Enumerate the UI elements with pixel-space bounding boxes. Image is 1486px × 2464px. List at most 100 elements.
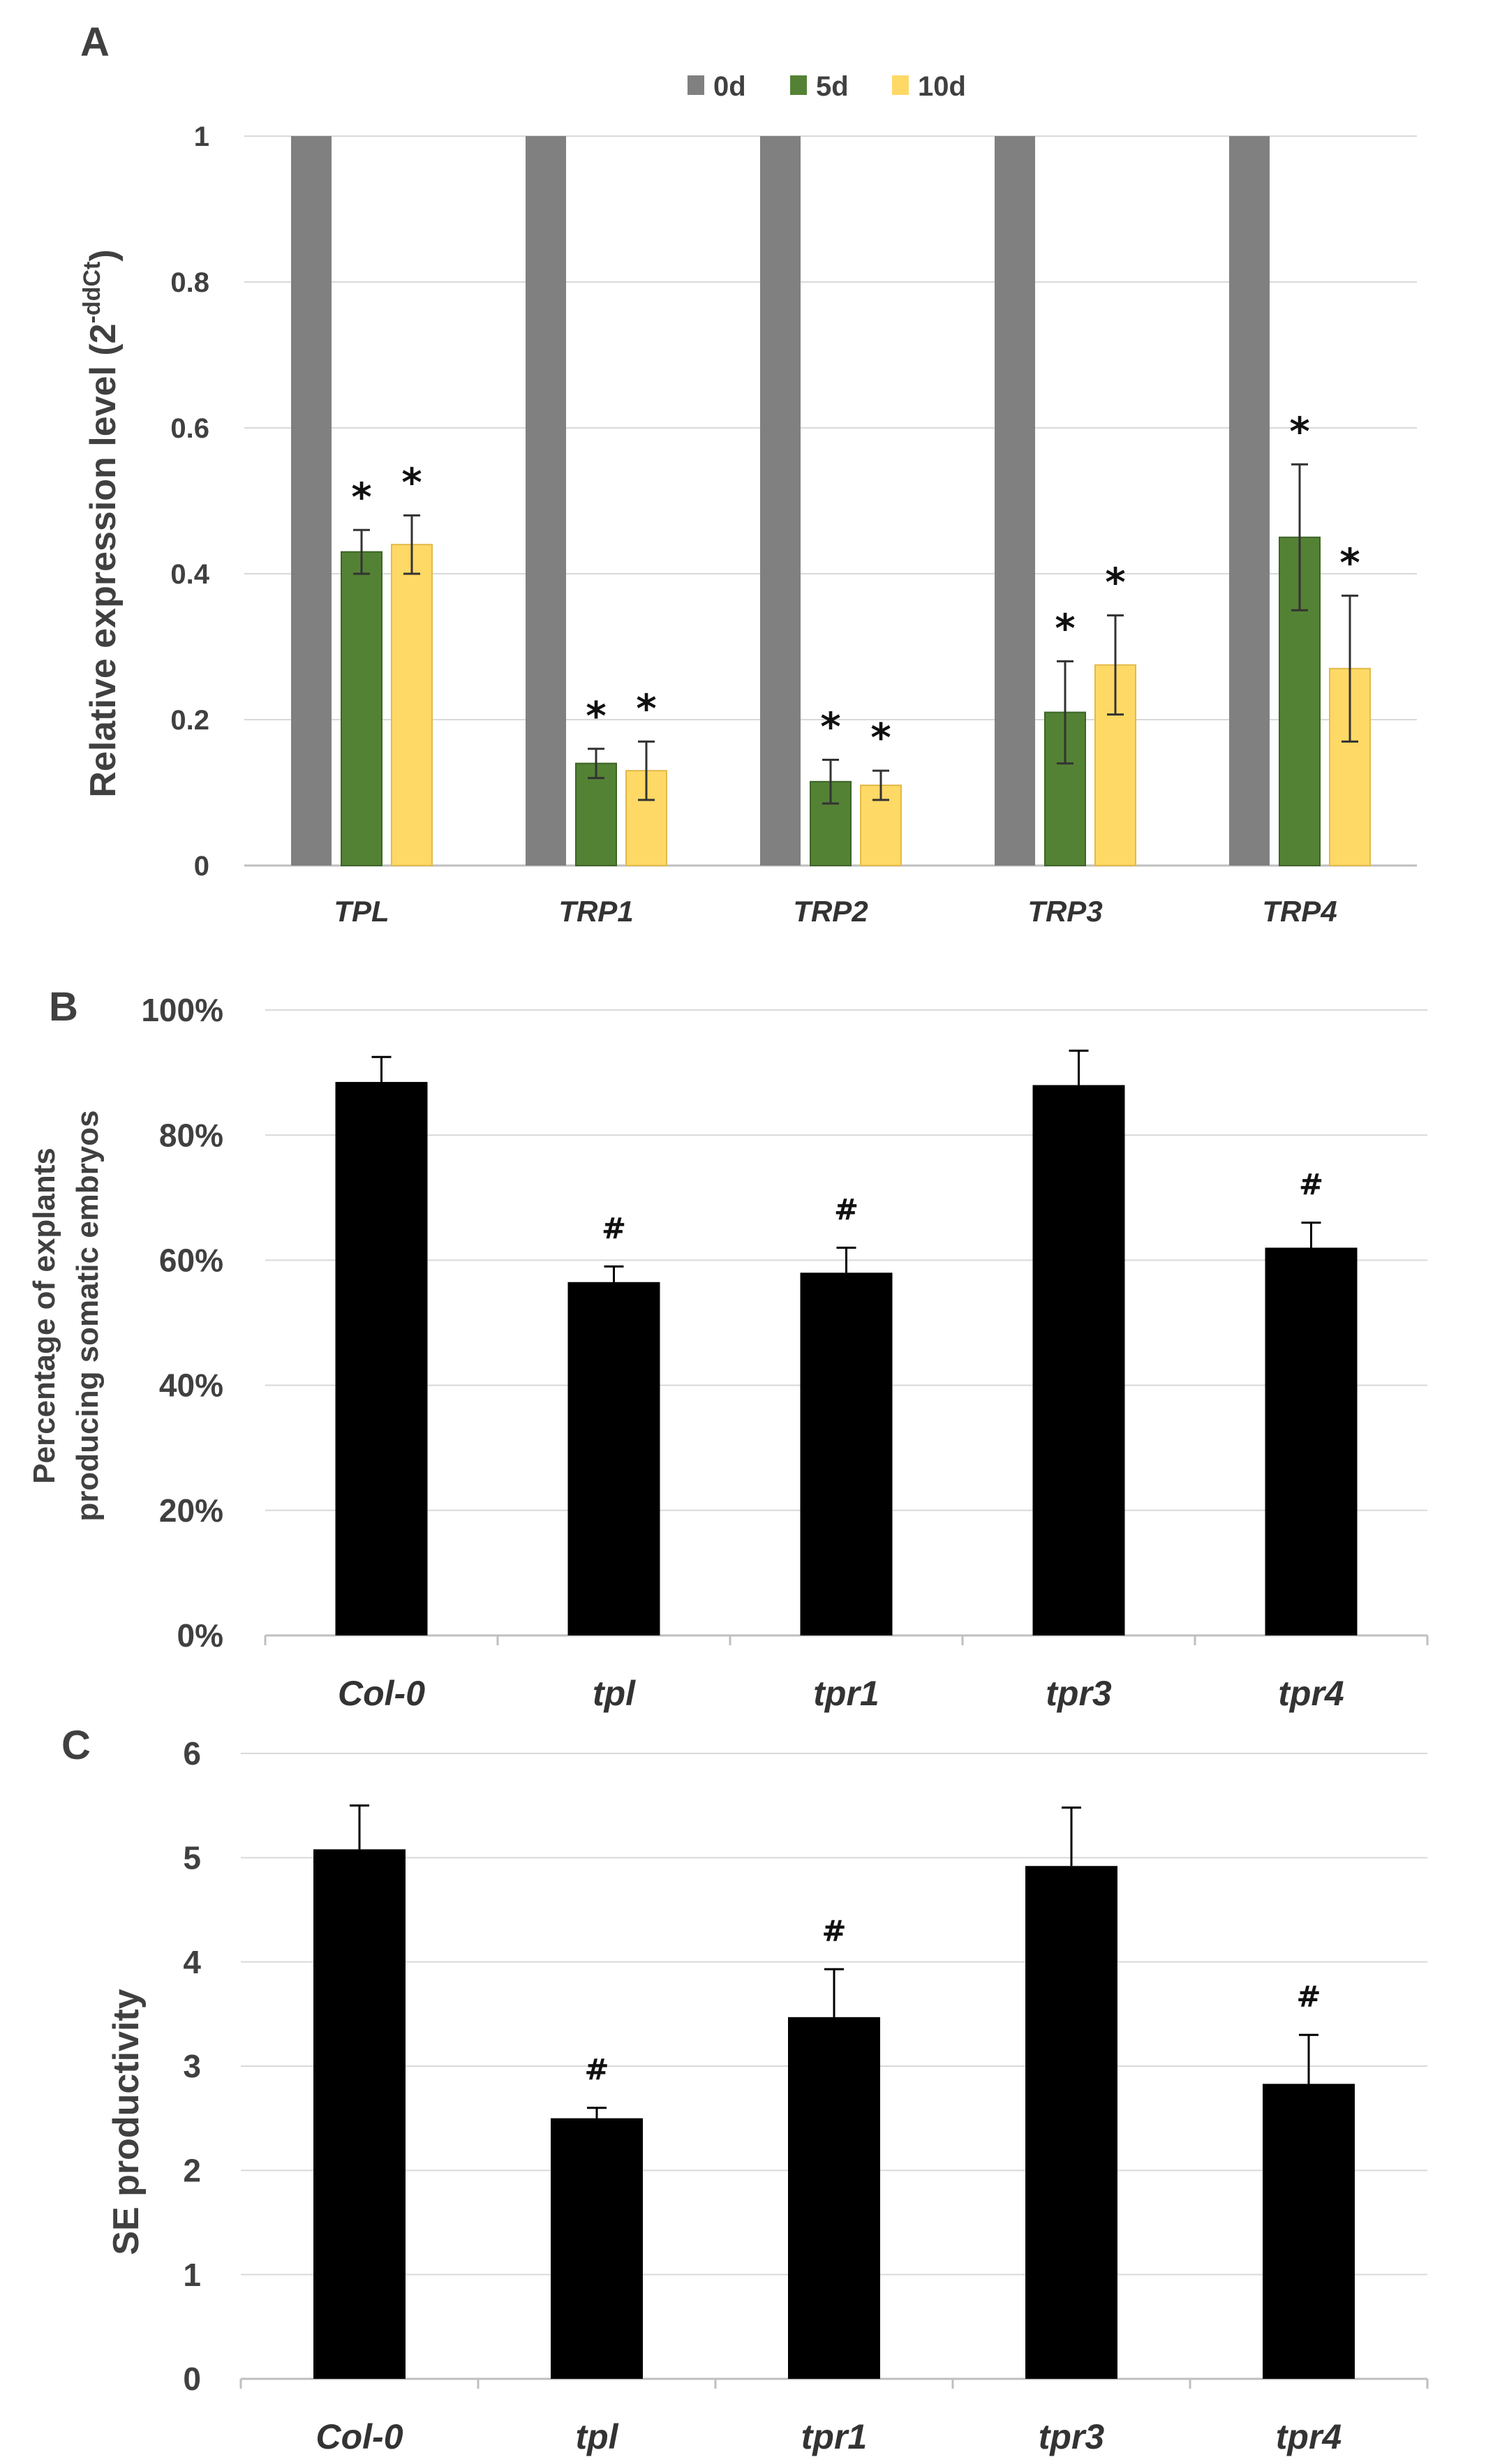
legend-swatch-10d bbox=[892, 75, 909, 95]
x-category-tpr4: tpr4 bbox=[1278, 1674, 1344, 1713]
x-category-tpl: TPL bbox=[334, 895, 389, 928]
bar-trp3-0d bbox=[995, 136, 1035, 866]
bar-trp1-0d bbox=[526, 136, 566, 866]
bar-trp4-0d bbox=[1229, 136, 1270, 866]
significance-mark-trp4-10d: * bbox=[1339, 540, 1360, 586]
y-tick-0-2: 0.2 bbox=[170, 705, 209, 736]
y-tick-3: 3 bbox=[183, 2048, 201, 2084]
bars-b bbox=[335, 1082, 1358, 1635]
bar-tpr3-explants bbox=[1032, 1085, 1125, 1635]
y-tick-1: 1 bbox=[183, 2257, 201, 2293]
significance-marks-b: # # # bbox=[602, 1168, 1323, 1246]
bar-tpl-explants bbox=[567, 1282, 660, 1635]
x-category-trp1: TRP1 bbox=[558, 895, 633, 928]
x-categories-b: Col-0 tpl tpr1 tpr3 tpr4 bbox=[338, 1674, 1344, 1713]
significance-mark-tpr4-explants: # bbox=[1299, 1168, 1323, 1202]
bars-c bbox=[313, 1849, 1355, 2379]
y-tick-40-: 40% bbox=[159, 1367, 223, 1404]
y-axis-label-c: SE productivity bbox=[106, 1989, 147, 2255]
x-category-tpl: tpl bbox=[593, 1674, 636, 1713]
y-tick-5: 5 bbox=[183, 1839, 201, 1876]
bar-tpl-10d bbox=[391, 544, 433, 866]
bars-a bbox=[291, 136, 1371, 867]
x-category-tpr1: tpr1 bbox=[813, 1674, 879, 1713]
y-tick-2: 2 bbox=[183, 2152, 201, 2188]
bar-trp1-5d bbox=[575, 762, 617, 866]
legend-label-0d: 0d bbox=[713, 71, 746, 102]
x-category-trp4: TRP4 bbox=[1262, 895, 1337, 928]
significance-mark-tpl-10d: * bbox=[401, 460, 422, 505]
significance-mark-trp1-10d: * bbox=[636, 686, 656, 732]
bar-tpr1-productivity bbox=[788, 2017, 880, 2379]
error-bars-a bbox=[353, 463, 1358, 805]
y-tick-20-: 20% bbox=[159, 1492, 223, 1529]
legend-swatch-5d bbox=[790, 75, 807, 95]
bar-tpl-5d bbox=[341, 551, 382, 867]
y-axis-label-b-line2: producing somatic embryos bbox=[70, 1110, 105, 1521]
y-tick-0-: 0% bbox=[177, 1617, 223, 1654]
significance-mark-trp1-5d: * bbox=[586, 694, 606, 739]
y-tick-100-: 100% bbox=[141, 992, 223, 1028]
significance-mark-tpl-5d: * bbox=[351, 475, 371, 520]
y-tick-0-8: 0.8 bbox=[170, 267, 209, 298]
y-tick-1: 1 bbox=[194, 121, 209, 152]
legend-label-5d: 5d bbox=[816, 71, 849, 102]
panel-c-letter: C bbox=[61, 1723, 91, 1768]
error-bars-c bbox=[350, 1804, 1318, 2118]
x-category-col-0: Col-0 bbox=[338, 1674, 425, 1713]
x-category-trp2: TRP2 bbox=[793, 895, 868, 928]
gridlines-a bbox=[244, 135, 1417, 867]
y-tick-0-4: 0.4 bbox=[170, 559, 209, 590]
significance-mark-trp4-5d: * bbox=[1289, 409, 1309, 454]
x-category-trp3: TRP3 bbox=[1027, 895, 1102, 928]
panel-b: B # # # 0% 20% 40% 60% 80% 100% Col-0 tpl tpr1 tpr… bbox=[27, 984, 1429, 1713]
bar-tpr1-explants bbox=[800, 1272, 893, 1635]
x-categories-a: TPL TRP1 TRP2 TRP3 TRP4 bbox=[334, 895, 1337, 928]
y-axis-label-a: Relative expression level (2-ddCt) bbox=[79, 249, 124, 797]
y-tick-60-: 60% bbox=[159, 1242, 223, 1279]
bar-col-0-productivity bbox=[313, 1849, 406, 2379]
x-category-tpl: tpl bbox=[575, 2417, 618, 2456]
y-tick-0-6: 0.6 bbox=[170, 413, 209, 444]
y-ticks-b: 0% 20% 40% 60% 80% 100% bbox=[141, 992, 223, 1654]
legend-label-10d: 10d bbox=[918, 71, 966, 102]
bar-col-0-explants bbox=[335, 1082, 428, 1635]
y-axis-label-a-sup: -ddCt bbox=[79, 262, 105, 324]
y-tick-6: 6 bbox=[183, 1735, 201, 1772]
y-axis-label-a-main: Relative expression level (2 bbox=[83, 323, 124, 797]
significance-mark-tpl-productivity: # bbox=[584, 2053, 609, 2087]
panel-b-letter: B bbox=[49, 984, 78, 1030]
y-ticks-c: 0 1 2 3 4 5 6 bbox=[183, 1735, 201, 2397]
y-ticks-a: 0 0.2 0.4 0.6 0.8 1 bbox=[170, 121, 209, 882]
significance-mark-trp2-5d: * bbox=[820, 704, 840, 750]
error-bars-b bbox=[371, 1049, 1321, 1282]
significance-mark-tpl-explants: # bbox=[602, 1211, 626, 1245]
x-category-tpr1: tpr1 bbox=[801, 2417, 867, 2456]
bar-trp2-0d bbox=[760, 136, 801, 866]
significance-mark-tpr1-explants: # bbox=[834, 1192, 859, 1226]
x-category-tpr3: tpr3 bbox=[1046, 1674, 1112, 1713]
panel-a-letter: A bbox=[80, 20, 110, 65]
x-category-col-0: Col-0 bbox=[316, 2417, 403, 2456]
panel-c: C # # # 0 1 2 3 4 5 6 Col-0 tpl tpr1 tpr3 tpr4 SE pr… bbox=[61, 1723, 1429, 2456]
y-axis-label-b-line1: Percentage of explants bbox=[27, 1148, 61, 1484]
legend-a: 0d 5d 10d bbox=[688, 71, 966, 102]
y-tick-4: 4 bbox=[183, 1944, 201, 1980]
y-tick-80-: 80% bbox=[159, 1117, 223, 1153]
y-axis-label-a-close: ) bbox=[83, 249, 124, 261]
x-category-tpr3: tpr3 bbox=[1039, 2417, 1105, 2456]
significance-marks-c: # # # bbox=[584, 1914, 1321, 2087]
significance-mark-tpr4-productivity: # bbox=[1296, 1980, 1321, 2014]
x-category-tpr4: tpr4 bbox=[1276, 2417, 1342, 2456]
legend-swatch-0d bbox=[688, 75, 704, 95]
significance-mark-tpr1-productivity: # bbox=[822, 1914, 846, 1948]
bar-tpl-productivity bbox=[551, 2118, 643, 2379]
x-categories-c: Col-0 tpl tpr1 tpr3 tpr4 bbox=[316, 2417, 1342, 2456]
y-tick-0: 0 bbox=[183, 2361, 201, 2397]
significance-marks-a: * * * * * * * * * * bbox=[351, 409, 1360, 761]
bar-tpl-0d bbox=[291, 136, 332, 866]
significance-mark-trp3-10d: * bbox=[1105, 561, 1125, 606]
panel-a: A 0d 5d 10d * * * * * * * * * * 0 0.2 0.4 0.6 0.8 1 TP… bbox=[79, 20, 1417, 928]
bar-tpr4-productivity bbox=[1263, 2084, 1355, 2379]
